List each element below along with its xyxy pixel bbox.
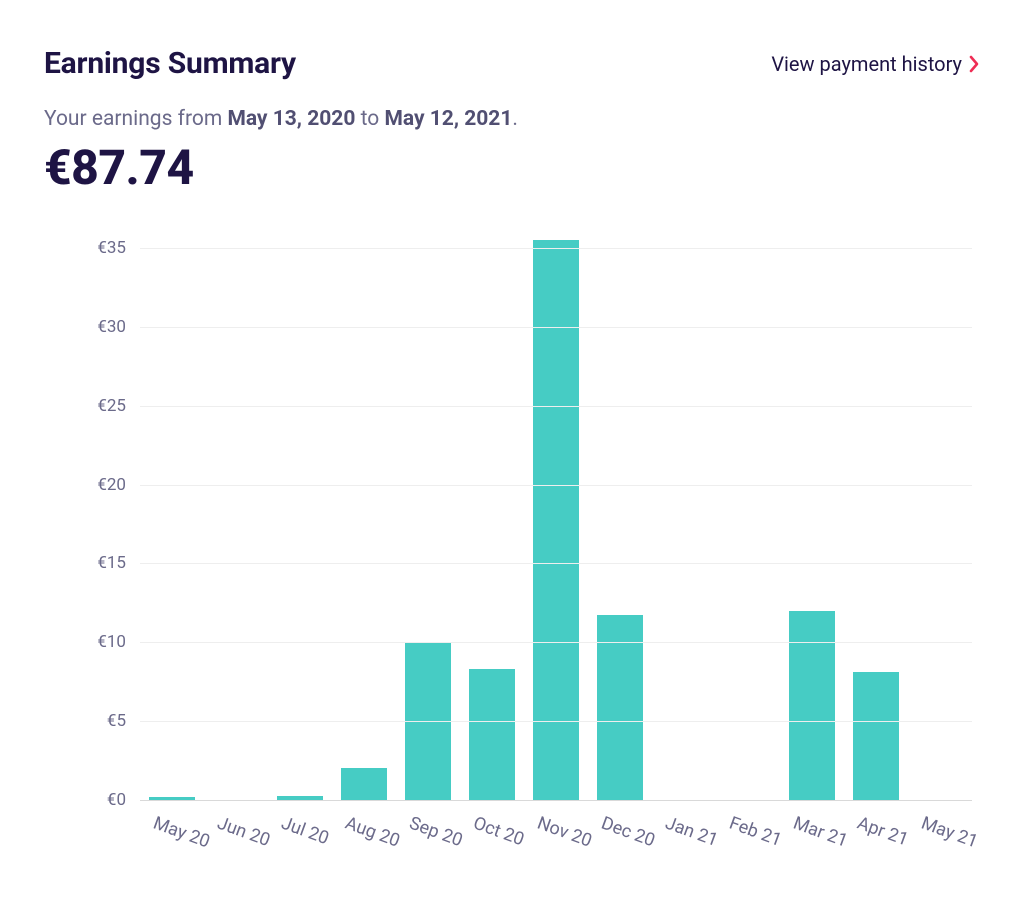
- chart-x-label: Feb 21: [726, 813, 784, 851]
- chart-x-label: May 21: [918, 813, 980, 853]
- chart-plot-area: €0€5€10€15€20€25€30€35: [140, 240, 972, 800]
- chart-bar: [469, 669, 515, 800]
- chart-x-label: Mar 21: [790, 813, 850, 852]
- chart-bar: [533, 240, 579, 800]
- earnings-chart: €0€5€10€15€20€25€30€35 May 20Jun 20Jul 2…: [44, 240, 980, 870]
- chart-x-label: Dec 20: [598, 813, 657, 852]
- chart-y-label: €5: [107, 711, 140, 731]
- chart-gridline: [140, 485, 972, 486]
- chart-x-label: Apr 21: [854, 813, 911, 851]
- date-range-mid: to: [355, 107, 384, 131]
- date-range-to: May 12, 2021: [384, 107, 512, 131]
- chart-y-label: €0: [107, 790, 140, 810]
- chart-x-label: Sep 20: [406, 813, 465, 852]
- chart-bar: [341, 768, 387, 800]
- link-label: View payment history: [771, 52, 962, 76]
- chart-y-label: €15: [97, 553, 140, 573]
- date-range-suffix: .: [512, 107, 518, 131]
- earnings-panel: Earnings Summary View payment history Yo…: [0, 0, 1024, 910]
- chart-bars: [140, 240, 972, 800]
- chart-x-label: Jun 20: [214, 813, 272, 851]
- chart-gridline: [140, 721, 972, 722]
- chevron-right-icon: [968, 55, 980, 73]
- chart-y-label: €10: [97, 632, 140, 652]
- chart-gridline: [140, 406, 972, 407]
- chart-gridline: [140, 327, 972, 328]
- chart-x-label: Aug 20: [342, 813, 402, 852]
- chart-x-label: Jul 20: [278, 813, 331, 849]
- date-range-prefix: Your earnings from: [44, 107, 227, 131]
- chart-y-label: €25: [97, 396, 140, 416]
- chart-gridline: [140, 642, 972, 643]
- chart-x-label: Oct 20: [470, 813, 526, 851]
- date-range: Your earnings from May 13, 2020 to May 1…: [44, 107, 980, 131]
- chart-x-label: Nov 20: [534, 813, 594, 852]
- chart-y-label: €20: [97, 475, 140, 495]
- chart-bar: [789, 611, 835, 800]
- date-range-from: May 13, 2020: [227, 107, 355, 131]
- chart-bar: [853, 672, 899, 800]
- chart-x-label: May 20: [150, 813, 212, 853]
- chart-x-label: Jan 21: [662, 813, 720, 851]
- earnings-total: €87.74: [44, 139, 980, 196]
- page-title: Earnings Summary: [44, 46, 296, 81]
- header-row: Earnings Summary View payment history: [44, 46, 980, 81]
- chart-x-axis: May 20Jun 20Jul 20 Aug 20Sep 20Oct 20Nov …: [140, 800, 972, 870]
- chart-y-label: €35: [97, 238, 140, 258]
- chart-gridline: [140, 248, 972, 249]
- view-payment-history-link[interactable]: View payment history: [771, 52, 980, 76]
- chart-gridline: [140, 563, 972, 564]
- chart-y-label: €30: [97, 317, 140, 337]
